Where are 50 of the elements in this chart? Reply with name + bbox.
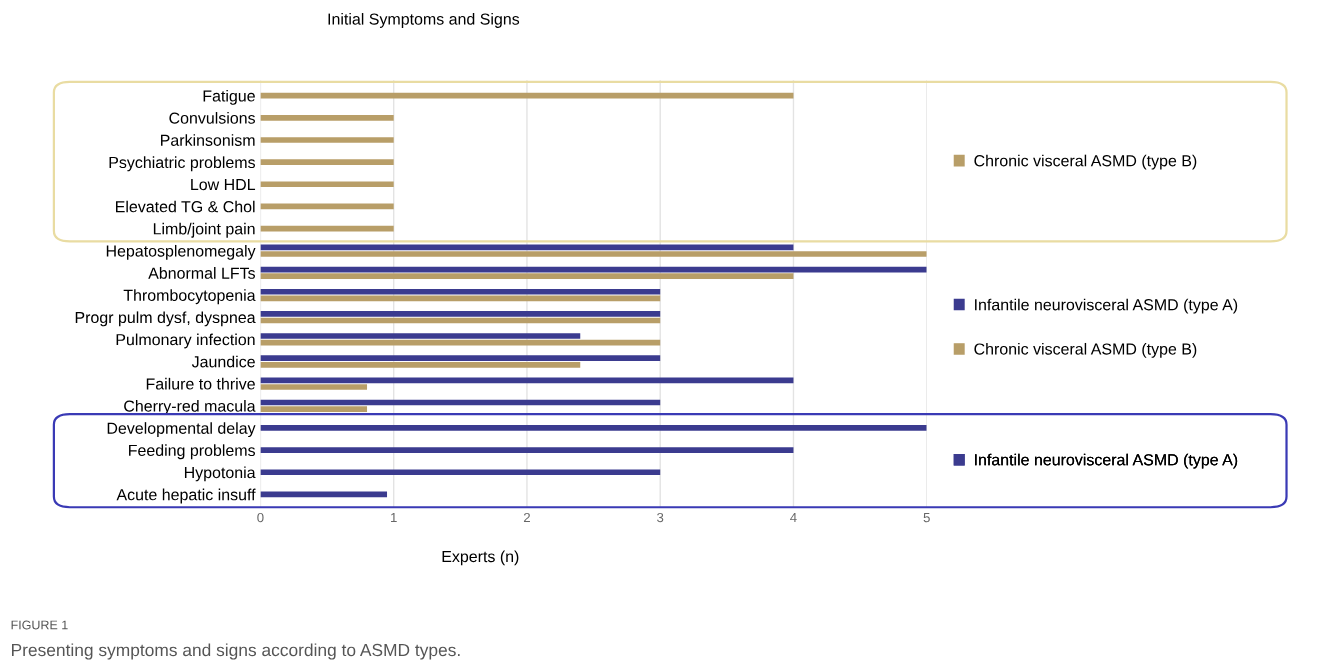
y-tick-label: Limb/joint pain	[153, 222, 255, 238]
bar	[260, 311, 661, 317]
bar	[260, 137, 394, 143]
bar	[260, 361, 581, 368]
bar	[260, 377, 794, 384]
y-tick-label: Convulsions	[169, 112, 255, 124]
bar	[260, 406, 368, 412]
bar	[260, 288, 661, 295]
y-tick-label: Elevated TG & Chol	[116, 200, 255, 213]
y-tick-label: Progr pulm dysf, dyspnea	[75, 311, 256, 327]
bar	[260, 251, 927, 257]
text: Presenting symptoms and signs according to ASMD types.	[12, 643, 460, 660]
bar	[260, 447, 794, 453]
bar	[260, 425, 927, 431]
y-tick-label: Parkinsonism	[161, 134, 255, 146]
legend-label: Infantile neurovisceral ASMD (type A)	[975, 298, 1238, 314]
y-tick-label: Thrombocytopenia	[123, 289, 256, 305]
y-tick-label: Psychiatric problems	[109, 156, 255, 172]
y-tick-label: Hypotonia	[184, 466, 256, 482]
bar	[260, 159, 394, 165]
y-tick-label: Hepatosplenomegaly	[106, 244, 256, 260]
y-tick-label: Failure to thrive	[146, 377, 255, 390]
x-tick-label: 2	[523, 512, 530, 523]
y-tick-label: Pulmonary infection	[116, 333, 255, 349]
y-tick-label: Fatigue	[203, 89, 255, 105]
chart-title: Initial Symptoms and Signs	[328, 13, 520, 28]
bar	[260, 384, 368, 390]
text: Chronic visceral ASMD (type B)	[974, 342, 1197, 358]
caption: FIGURE 1	[11, 620, 68, 630]
x-tick-label: 5	[923, 513, 930, 523]
y-tick-label: Jaundice	[191, 355, 255, 368]
y-tick-label: Feeding problems	[129, 444, 256, 460]
bar	[260, 273, 794, 280]
y-tick-label: Acute hepatic insuff	[116, 488, 256, 504]
bar	[260, 114, 394, 121]
x-axis-title: Experts (n)	[442, 550, 519, 566]
text: Infantile neurovisceral ASMD (type A)	[975, 453, 1238, 469]
x-tick-label: 4	[790, 513, 797, 523]
bar	[260, 181, 394, 188]
y-tick-label: Abnormal LFTs	[148, 267, 255, 279]
y-tick-label: Low HDL	[191, 179, 256, 191]
y-tick-label: Cherry-red macula	[124, 400, 256, 415]
legend-label: Chronic visceral ASMD (type B)	[974, 154, 1197, 170]
y-tick-label: Developmental delay	[107, 422, 256, 438]
x-tick-label: 1	[391, 513, 397, 523]
bar	[260, 355, 661, 361]
x-tick-label: 3	[657, 512, 664, 523]
bar	[260, 333, 581, 339]
bar	[260, 469, 661, 476]
x-tick-label: 0	[257, 512, 264, 523]
